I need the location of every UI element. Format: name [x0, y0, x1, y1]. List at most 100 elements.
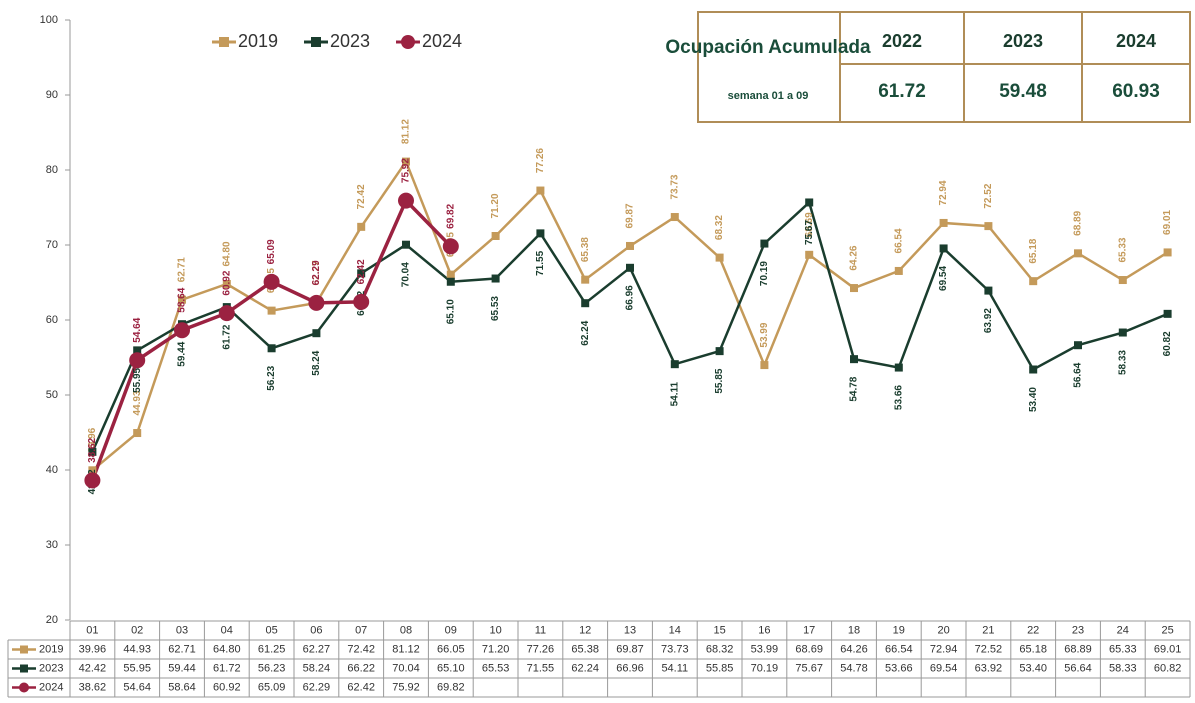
- table-cell: 59.44: [168, 662, 196, 674]
- data-label: 75.67: [804, 220, 815, 245]
- x-tick-label: 04: [221, 624, 233, 636]
- table-cell: 53.66: [885, 662, 913, 674]
- data-label: 68.89: [1073, 210, 1084, 235]
- x-tick-label: 03: [176, 624, 188, 636]
- y-tick-label: 90: [46, 89, 58, 101]
- point: [939, 244, 948, 253]
- point: [715, 347, 724, 356]
- table-cell: 62.27: [303, 643, 331, 655]
- point: [174, 322, 190, 339]
- data-label: 39.96: [87, 427, 98, 452]
- table-cell: 44.93: [123, 643, 151, 655]
- data-label: 69.54: [938, 266, 949, 291]
- y-tick-label: 100: [40, 14, 58, 26]
- data-label: 70.19: [759, 261, 770, 286]
- point: [715, 253, 724, 262]
- point: [1163, 248, 1172, 257]
- point: [357, 222, 366, 231]
- data-label: 54.64: [132, 317, 143, 342]
- data-label: 53.99: [759, 322, 770, 347]
- x-tick-label: 05: [265, 624, 277, 636]
- point: [1163, 309, 1172, 318]
- table-cell: 68.32: [706, 643, 734, 655]
- table-legend-marker: [19, 682, 29, 693]
- point: [1029, 277, 1038, 286]
- data-label: 69.01: [1162, 209, 1173, 234]
- table-cell: 65.10: [437, 662, 465, 674]
- data-label: 38.62: [87, 437, 98, 462]
- x-tick-label: 09: [445, 624, 457, 636]
- table-cell: 39.96: [79, 643, 107, 655]
- point: [894, 363, 903, 372]
- point: [984, 222, 993, 231]
- x-tick-label: 12: [579, 624, 591, 636]
- data-label: 54.11: [669, 382, 680, 407]
- data-label: 53.40: [1028, 387, 1039, 412]
- data-label: 71.20: [490, 193, 501, 218]
- point: [84, 472, 101, 489]
- data-label: 54.78: [849, 376, 860, 401]
- table-cell: 70.04: [392, 662, 420, 674]
- table-cell: 69.87: [616, 643, 644, 655]
- data-label: 58.24: [311, 350, 322, 375]
- point: [491, 232, 500, 240]
- table-cell: 66.96: [616, 662, 644, 674]
- table-cell: 65.09: [258, 681, 286, 693]
- x-tick-label: 23: [1072, 624, 1084, 636]
- table-cell: 42.42: [79, 662, 107, 674]
- data-label: 62.42: [356, 259, 367, 284]
- data-label: 69.82: [445, 203, 456, 228]
- data-label: 55.95: [132, 367, 143, 392]
- x-tick-label: 24: [1117, 624, 1129, 636]
- x-tick-label: 01: [86, 624, 98, 636]
- point: [218, 305, 235, 322]
- point: [267, 306, 276, 315]
- table-cell: 62.24: [571, 662, 599, 674]
- summary-value: 60.93: [1112, 81, 1160, 102]
- point: [670, 213, 679, 222]
- data-label: 65.38: [580, 237, 591, 262]
- table-cell: 72.52: [975, 643, 1003, 655]
- table-cell: 69.82: [437, 681, 465, 693]
- point: [402, 157, 410, 166]
- table-cell: 66.05: [437, 643, 465, 655]
- y-tick-label: 30: [46, 539, 58, 551]
- x-tick-label: 21: [982, 624, 994, 636]
- table-legend-marker: [20, 664, 28, 673]
- data-label: 72.42: [356, 184, 367, 209]
- point: [267, 344, 276, 353]
- table-cell: 65.53: [482, 662, 510, 674]
- point: [760, 361, 769, 370]
- point: [446, 270, 455, 279]
- data-label: 59.44: [177, 341, 188, 366]
- table-cell: 81.12: [392, 643, 420, 655]
- data-label: 56.64: [1073, 362, 1084, 387]
- point: [581, 299, 590, 308]
- x-tick-label: 11: [535, 624, 546, 636]
- table-cell: 65.38: [571, 643, 599, 655]
- table-cell: 77.26: [527, 643, 555, 655]
- table-cell: 60.82: [1154, 662, 1182, 674]
- legend-marker: [219, 37, 229, 47]
- data-label: 66.54: [893, 228, 904, 253]
- table-cell: 61.25: [258, 643, 286, 655]
- x-tick-label: 06: [310, 624, 322, 636]
- table-cell: 69.01: [1154, 643, 1182, 655]
- summary-box: Ocupación Acumulada semana 01 a 09 2022 …: [665, 11, 1191, 123]
- legend-label: 2023: [330, 31, 370, 51]
- table-cell: 63.92: [975, 662, 1003, 674]
- table-cell: 75.92: [392, 681, 420, 693]
- table-cell: 71.20: [482, 643, 510, 655]
- point: [805, 250, 814, 259]
- x-tick-label: 15: [713, 624, 725, 636]
- point: [88, 466, 97, 475]
- data-label: 62.71: [177, 257, 188, 282]
- x-tick-label: 16: [758, 624, 770, 636]
- point: [626, 263, 634, 272]
- data-label: 73.73: [669, 174, 680, 199]
- table-cell: 75.67: [795, 662, 823, 674]
- point: [670, 360, 679, 369]
- table-cell: 54.78: [840, 662, 868, 674]
- summary-value: 59.48: [999, 81, 1047, 102]
- table-cell: 61.72: [213, 662, 241, 674]
